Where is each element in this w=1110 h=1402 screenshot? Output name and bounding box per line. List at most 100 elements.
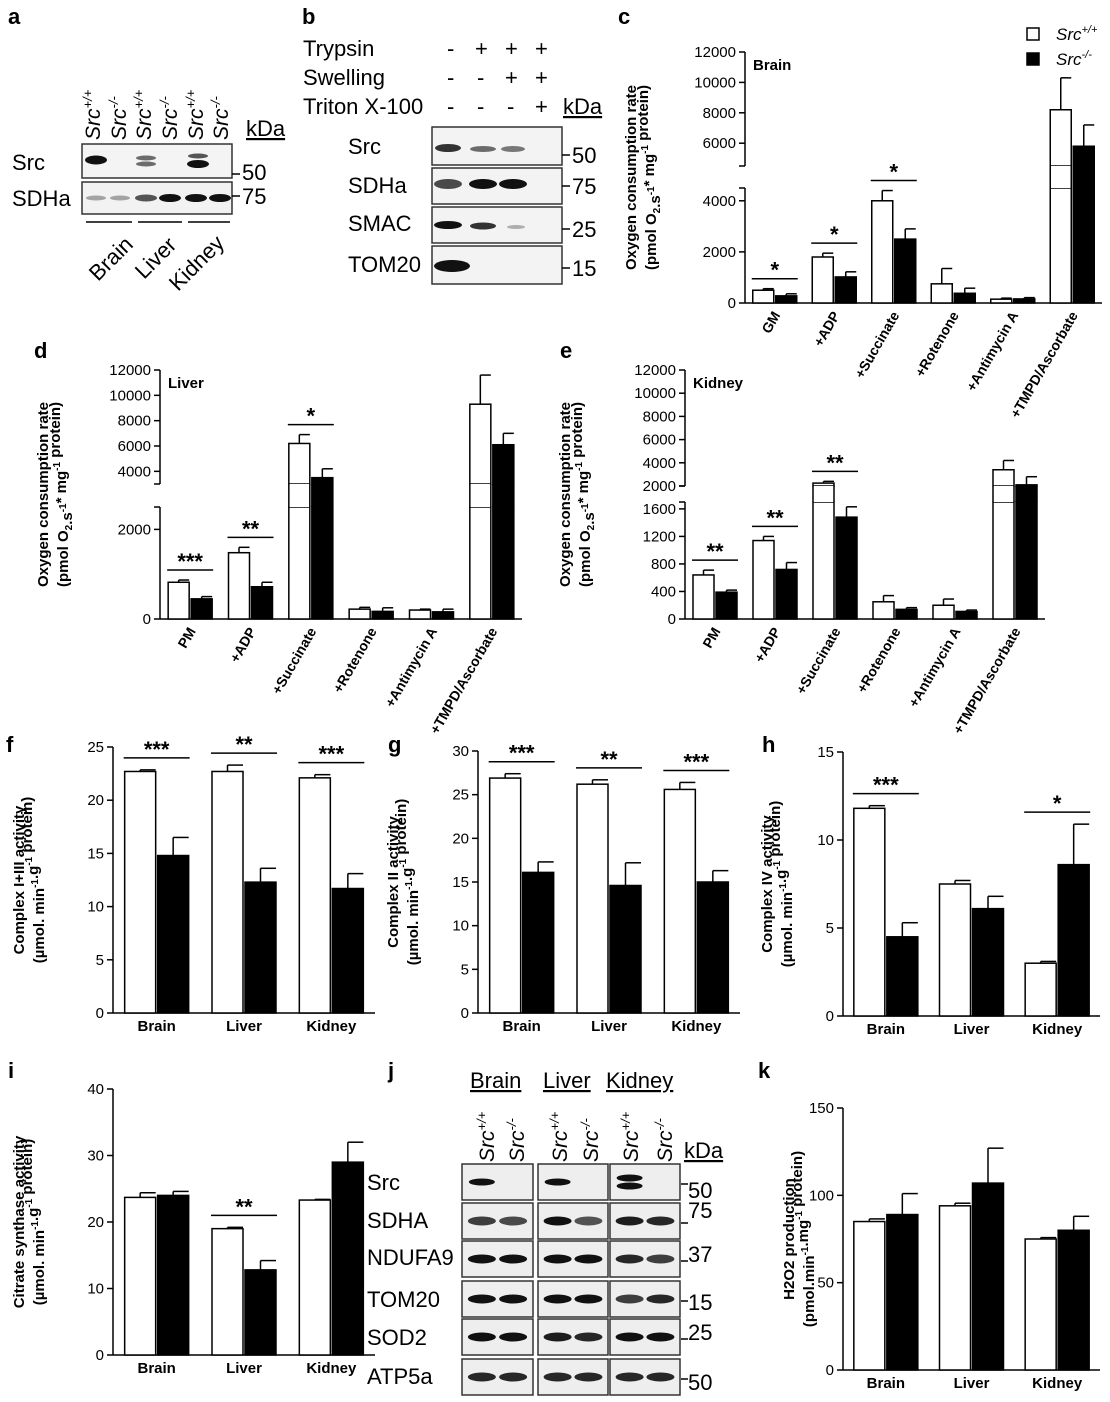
label-sup: -1 bbox=[778, 883, 789, 892]
panel-label-f: f bbox=[6, 732, 14, 757]
label-text: * mg bbox=[53, 471, 70, 504]
blot-b-signs: - + + + - - + + - - - + bbox=[447, 36, 548, 119]
blot-a-row-sdha: SDHa bbox=[12, 186, 71, 211]
blot-a-lane-sup: +/+ bbox=[131, 89, 146, 108]
bar-knockout bbox=[331, 1161, 365, 1356]
legend-name: Src bbox=[1056, 25, 1082, 44]
band bbox=[499, 1254, 528, 1264]
y-tick-label: 30 bbox=[452, 743, 469, 760]
blot-j-marker: 15 bbox=[688, 1290, 712, 1315]
band bbox=[499, 1332, 528, 1342]
bar-wildtype bbox=[932, 604, 955, 620]
panel-label-a: a bbox=[8, 4, 21, 29]
y-tick-label: 15 bbox=[452, 874, 469, 891]
chart-d: 0 2000 4000 6000 8000 10000 12000 Liver Oxygen c… bbox=[35, 362, 522, 737]
blot-a-membrane-src bbox=[81, 143, 233, 179]
band bbox=[616, 1174, 643, 1182]
y-tick-label: 8000 bbox=[118, 413, 151, 430]
band bbox=[574, 1372, 603, 1382]
blot-b-marker: 15 bbox=[572, 256, 596, 281]
band bbox=[159, 194, 181, 202]
x-tick-label: +Succinate bbox=[851, 308, 902, 381]
bar-wildtype bbox=[692, 574, 715, 620]
blot-j-lane-label: Src+/+ bbox=[618, 1111, 643, 1162]
bar-wildtype bbox=[167, 581, 190, 620]
x-tick-label: Brain bbox=[502, 1018, 540, 1035]
blot-j-lane-sup: +/+ bbox=[618, 1111, 633, 1130]
significance-label: ** bbox=[235, 1194, 253, 1219]
bar-wildtype bbox=[811, 256, 834, 304]
blot-a-lane-sup: -/- bbox=[157, 96, 172, 109]
blot-a-lane-label: Src-/- bbox=[106, 96, 131, 140]
band bbox=[86, 195, 106, 201]
band bbox=[136, 155, 156, 161]
y-axis-label-units: (µmol. min-1.g-1 protein) bbox=[19, 797, 48, 963]
bar-knockout bbox=[331, 887, 365, 1014]
band bbox=[574, 1216, 603, 1226]
band bbox=[646, 1216, 675, 1226]
x-tick-label: +Rotenone bbox=[912, 308, 962, 379]
band bbox=[434, 179, 462, 189]
band bbox=[85, 155, 107, 165]
sign: + bbox=[535, 36, 548, 61]
bar-wildtype-gap bbox=[469, 484, 491, 507]
bar-wildtype-gap bbox=[993, 486, 1014, 502]
y-tick-label: 6000 bbox=[118, 438, 151, 455]
blot-a-tissue: Kidney bbox=[164, 230, 229, 295]
y-tick-label: 1600 bbox=[643, 501, 676, 518]
legend-label-wt: Src+/+ bbox=[1056, 24, 1098, 44]
blot-a-lane-label: Src+/+ bbox=[80, 89, 105, 140]
significance-label: * bbox=[770, 258, 779, 283]
label-text: .mg bbox=[795, 1220, 812, 1247]
sign: - bbox=[507, 94, 514, 119]
y-tick-label: 6000 bbox=[703, 135, 736, 152]
label-sup: -1 bbox=[772, 860, 783, 869]
blot-j-marker: 50 bbox=[688, 1370, 712, 1395]
band bbox=[646, 1294, 675, 1304]
x-tick-label: +ADP bbox=[751, 625, 784, 666]
bar-knockout bbox=[431, 611, 455, 620]
x-tick-label: Kidney bbox=[1032, 1375, 1083, 1392]
blot-j-kda: kDa bbox=[684, 1138, 724, 1163]
significance-label: *** bbox=[873, 773, 899, 798]
bar-wildtype bbox=[576, 783, 609, 1014]
label-sub: 2 bbox=[64, 524, 75, 530]
band bbox=[615, 1216, 644, 1226]
band bbox=[616, 1182, 643, 1190]
bar-wildtype-upper bbox=[1049, 109, 1072, 167]
bar-wildtype bbox=[123, 1196, 157, 1356]
panel-label-i: i bbox=[8, 1058, 14, 1083]
label-text: .g bbox=[399, 868, 416, 881]
bar-knockout bbox=[886, 1213, 919, 1371]
blot-j-row: Src bbox=[367, 1170, 400, 1195]
blot-b-condition: Triton X-100 bbox=[303, 94, 423, 119]
y-tick-label: 25 bbox=[452, 787, 469, 804]
y-tick-label: 5 bbox=[96, 952, 104, 969]
y-tick-label: 25 bbox=[87, 739, 104, 756]
y-tick-label: 15 bbox=[87, 845, 104, 862]
bar-wildtype bbox=[211, 770, 244, 1014]
blot-j-lane-label: Src+/+ bbox=[547, 1111, 572, 1162]
bar-knockout bbox=[492, 506, 515, 620]
blot-a-lane-label: Src-/- bbox=[208, 96, 233, 140]
label-text: * mg bbox=[641, 154, 658, 187]
bar-wildtype bbox=[938, 1205, 972, 1371]
blot-a-lane-sup: +/+ bbox=[183, 89, 198, 108]
significance-label: ** bbox=[600, 747, 618, 772]
x-tick-label: Brain bbox=[867, 1375, 905, 1392]
sign: - bbox=[477, 94, 484, 119]
bar-wildtype-gap bbox=[1050, 166, 1072, 188]
y-tick-label: 12000 bbox=[694, 44, 736, 61]
band bbox=[187, 160, 209, 168]
legend-sup: +/+ bbox=[1082, 24, 1098, 36]
bar-wildtype bbox=[812, 501, 835, 620]
bar-knockout bbox=[696, 881, 730, 1014]
bar-wildtype bbox=[990, 298, 1013, 304]
band bbox=[646, 1332, 675, 1342]
bar-knockout bbox=[715, 591, 738, 620]
blot-j-tissue: Brain bbox=[470, 1068, 521, 1093]
band bbox=[543, 1254, 572, 1264]
blot-j-row: SDHA bbox=[367, 1208, 428, 1233]
bar-knockout bbox=[1013, 298, 1036, 304]
blot-a-lane-sup: -/- bbox=[106, 96, 121, 109]
